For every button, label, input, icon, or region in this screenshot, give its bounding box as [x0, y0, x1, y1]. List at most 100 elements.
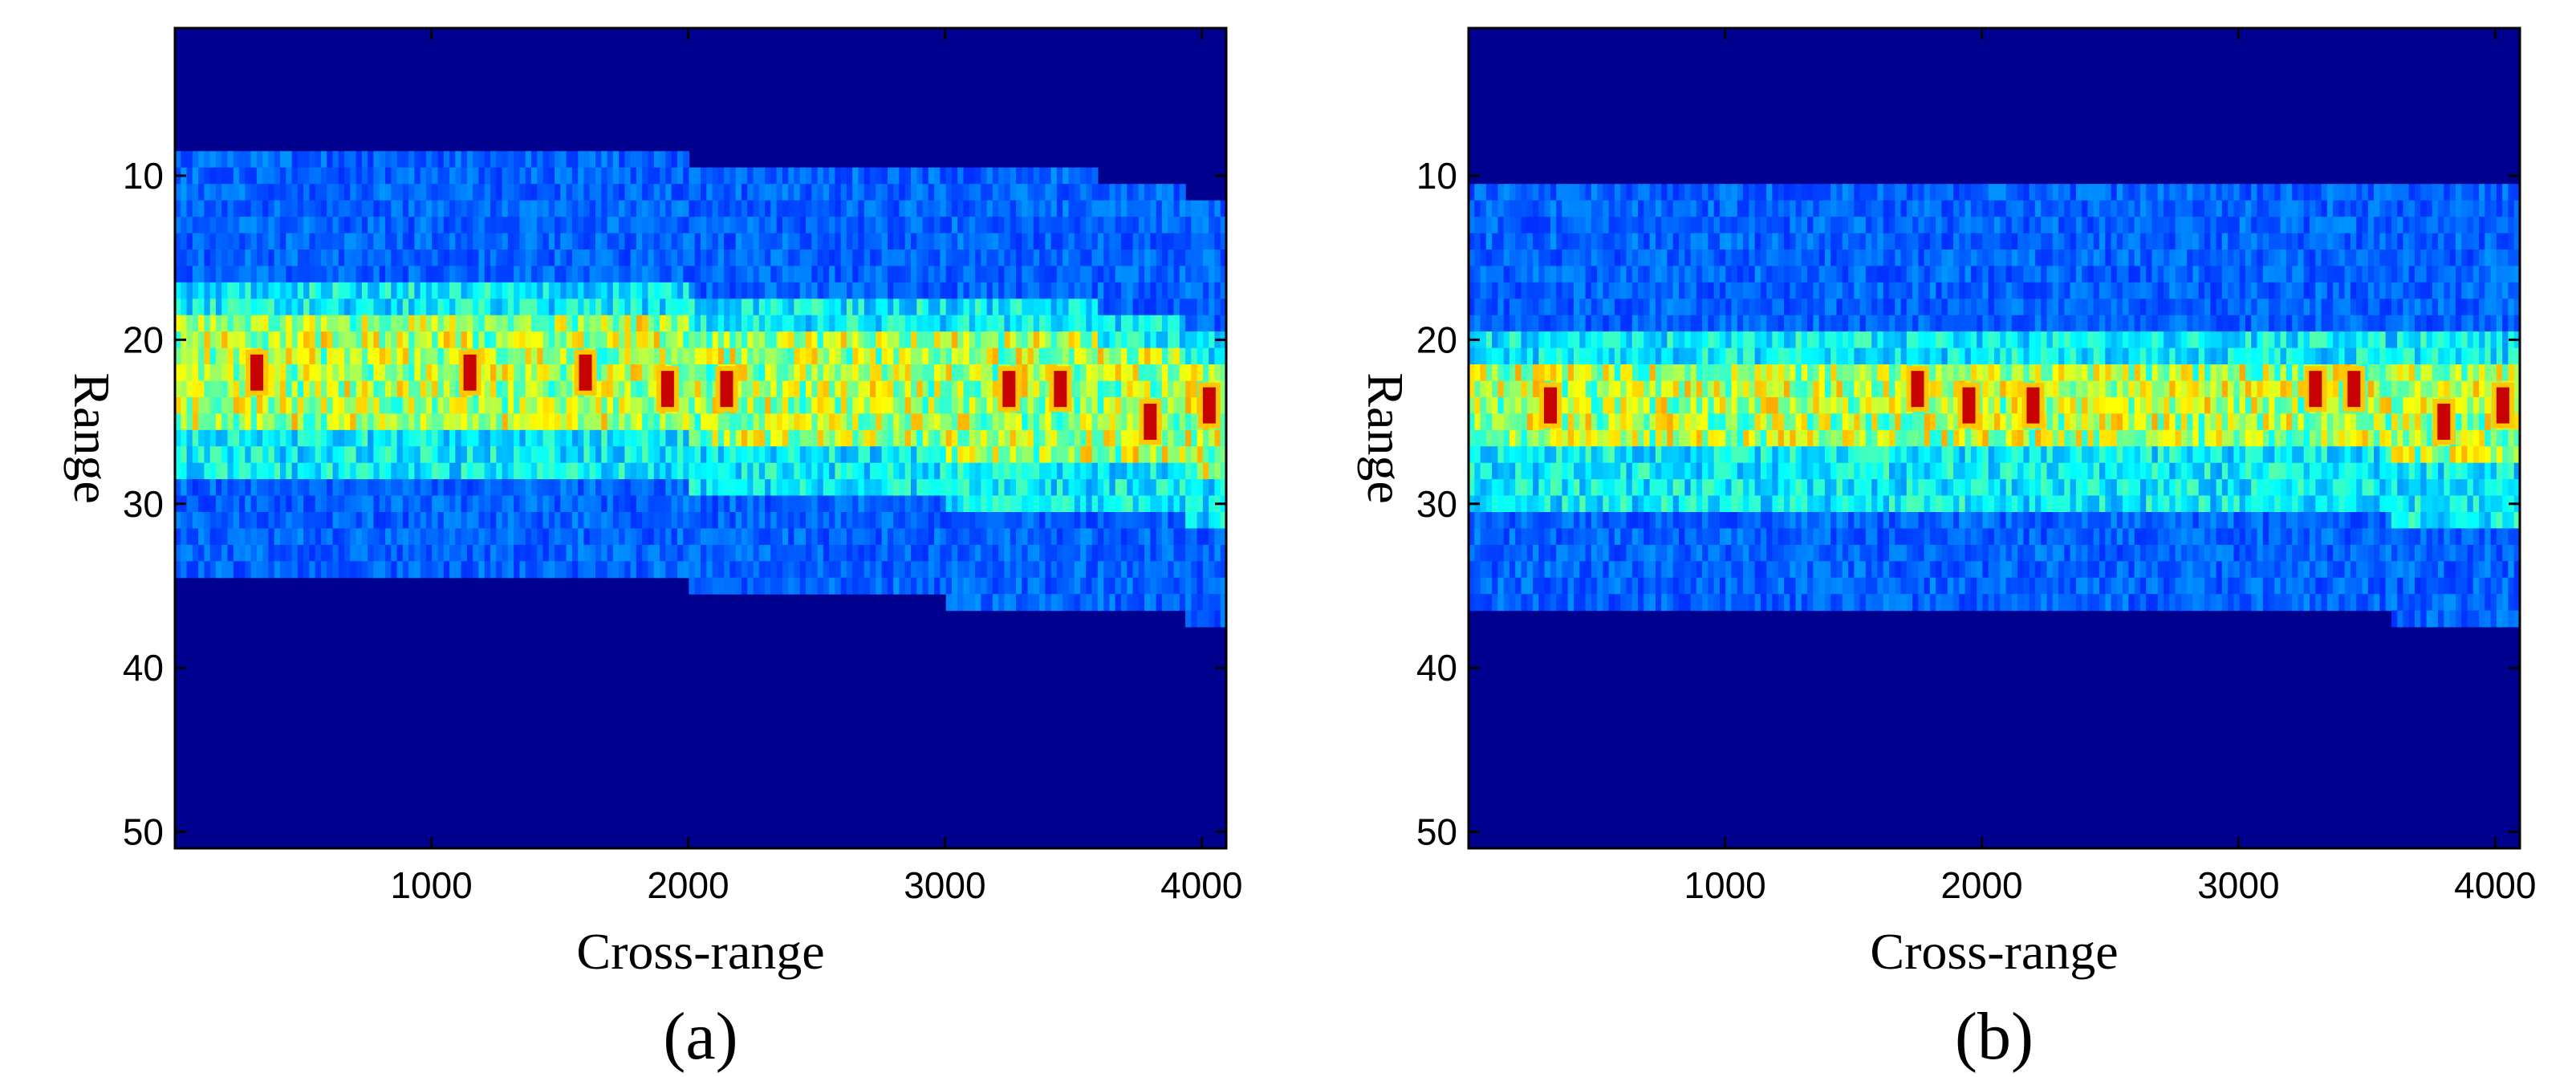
- heatmap-cell: [414, 446, 421, 464]
- heatmap-cell: [624, 200, 632, 217]
- heatmap-cell: [899, 217, 906, 234]
- heatmap-cell: [303, 512, 310, 529]
- heatmap-cell: [361, 429, 368, 447]
- heatmap-cell: [665, 167, 672, 185]
- heatmap-cell: [876, 413, 883, 431]
- heatmap-cell: [303, 167, 310, 185]
- heatmap-cell: [683, 380, 690, 398]
- heatmap-cell: [735, 282, 742, 299]
- heatmap-cell: [660, 266, 666, 283]
- heatmap-cell: [542, 446, 550, 464]
- heatmap-cell: [209, 347, 217, 365]
- heatmap-cell: [507, 561, 514, 579]
- heatmap-cell: [1161, 512, 1168, 529]
- heatmap-cell: [706, 413, 713, 431]
- heatmap-cell: [1220, 594, 1226, 612]
- heatmap-cell: [530, 380, 538, 398]
- heatmap-cell: [571, 217, 579, 234]
- heatmap-cell: [735, 249, 742, 266]
- heatmap-cell: [817, 577, 824, 595]
- heatmap-cell: [502, 233, 509, 250]
- heatmap-cell: [701, 347, 707, 365]
- heatmap-cell: [724, 512, 730, 529]
- heatmap-cell: [794, 577, 801, 595]
- heatmap-cell: [204, 364, 211, 381]
- heatmap-cell: [788, 446, 795, 464]
- heatmap-cell: [753, 495, 760, 513]
- heatmap-cell: [1209, 233, 1216, 250]
- heatmap-cell: [373, 495, 380, 513]
- heatmap-cell: [250, 217, 258, 234]
- heatmap-cell: [1492, 200, 1498, 217]
- heatmap-cell: [566, 347, 573, 365]
- heatmap-cell: [998, 479, 1006, 497]
- heatmap-cell: [1497, 495, 1505, 513]
- heatmap-cell: [455, 561, 462, 579]
- heatmap-cell: [490, 380, 497, 398]
- heatmap-cell: [309, 217, 316, 234]
- heatmap-cell: [1156, 594, 1163, 612]
- heatmap-cell: [729, 479, 737, 497]
- heatmap-cell: [1197, 249, 1204, 266]
- heatmap-cell: [320, 413, 327, 431]
- heatmap-cell: [758, 331, 766, 349]
- heatmap-cell: [1033, 528, 1040, 546]
- heatmap-cell: [484, 413, 491, 431]
- heatmap-cell: [624, 315, 632, 332]
- heatmap-cell: [758, 282, 766, 299]
- heatmap-cell: [437, 396, 445, 414]
- heatmap-cell: [1010, 446, 1017, 464]
- heatmap-cell: [1016, 217, 1022, 234]
- heatmap-cell: [701, 396, 707, 414]
- heatmap-cell: [840, 429, 847, 447]
- heatmap-cell: [1080, 594, 1087, 612]
- heatmap-cell: [525, 217, 532, 234]
- heatmap-cell: [963, 200, 970, 217]
- heatmap-cell: [315, 299, 322, 316]
- heatmap-cell: [922, 233, 929, 250]
- heatmap-cell: [432, 561, 439, 579]
- heatmap-cell: [303, 396, 310, 414]
- heatmap-cell: [969, 413, 976, 431]
- heatmap-cell: [788, 315, 795, 332]
- heatmap-cell: [1074, 282, 1081, 299]
- heatmap-cell: [530, 233, 538, 250]
- heatmap-cell: [806, 396, 812, 414]
- heatmap-cell: [204, 151, 211, 169]
- heatmap-cell: [589, 151, 596, 169]
- heatmap-cell: [724, 184, 730, 201]
- heatmap-cell: [1474, 282, 1481, 299]
- heatmap-cell: [1161, 380, 1168, 398]
- heatmap-cell: [934, 446, 941, 464]
- heatmap-cell: [1497, 217, 1505, 234]
- heatmap-cell: [402, 512, 409, 529]
- heatmap-cell: [823, 396, 830, 414]
- heatmap-cell: [969, 528, 976, 546]
- heatmap-cell: [525, 380, 532, 398]
- heatmap-cell: [391, 167, 398, 185]
- heatmap-cell: [466, 446, 473, 464]
- heatmap-cell: [1074, 331, 1081, 349]
- heatmap-cell: [466, 315, 473, 332]
- heatmap-cell: [1016, 495, 1022, 513]
- heatmap-cell: [612, 561, 620, 579]
- heatmap-cell: [250, 184, 258, 201]
- heatmap-cell: [1056, 512, 1063, 529]
- heatmap-cell: [1045, 184, 1052, 201]
- heatmap-cell: [653, 495, 660, 513]
- heatmap-cell: [1161, 364, 1168, 381]
- heatmap-cell: [1050, 299, 1058, 316]
- heatmap-cell: [1121, 266, 1128, 283]
- heatmap-cell: [449, 249, 456, 266]
- heatmap-cell: [694, 217, 701, 234]
- heatmap-cell: [420, 380, 427, 398]
- heatmap-cell: [315, 462, 322, 480]
- heatmap-cell: [876, 167, 883, 185]
- heatmap-cell: [945, 512, 953, 529]
- heatmap-cell: [578, 282, 585, 299]
- heatmap-cell: [327, 413, 334, 431]
- heatmap-cell: [922, 512, 929, 529]
- heatmap-cell: [671, 347, 678, 365]
- heatmap-cell: [256, 282, 263, 299]
- heatmap-cell: [835, 167, 842, 185]
